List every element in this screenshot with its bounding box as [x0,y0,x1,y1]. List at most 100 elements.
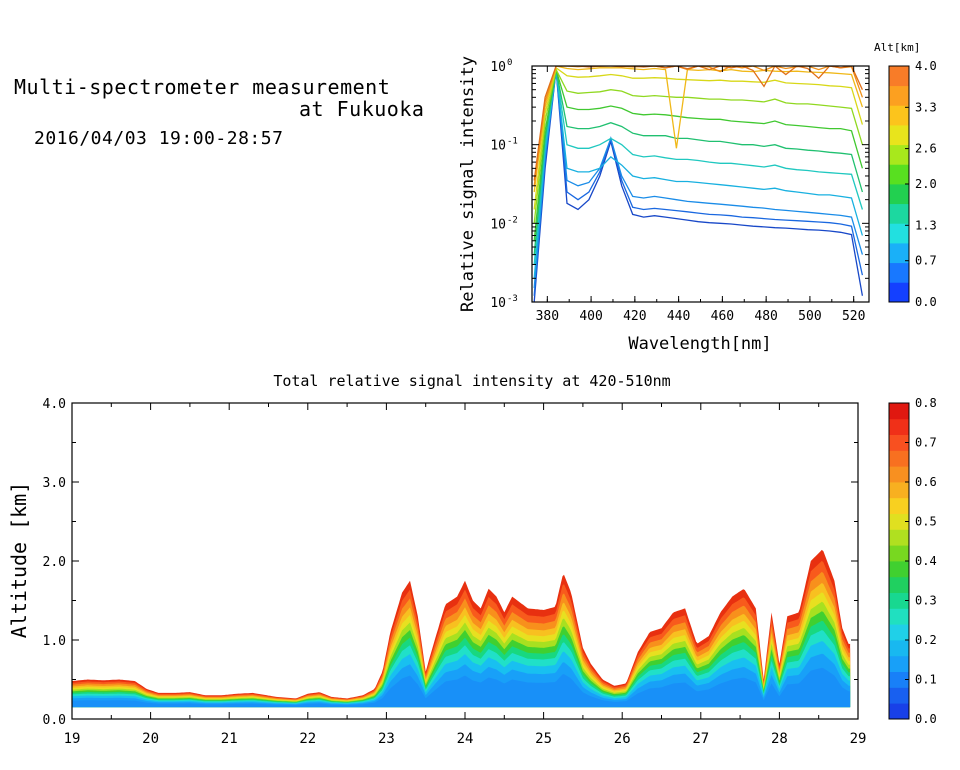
altitude-colorbar-swatch-11 [889,66,909,87]
intensity-colorbar-swatch-12 [889,513,909,530]
intensity-colorbar-swatch-11 [889,529,909,546]
intensity-colorbar-swatch-8 [889,576,909,593]
altitude-colorbar-tick-label: 3.3 [915,100,937,114]
heatmap-y-tick-label: 0.0 [43,713,66,728]
intensity-colorbar-swatch-6 [889,608,909,625]
intensity-colorbar-tick-label: 0.1 [915,673,937,687]
spectrum-y-tick-exponent: -2 [507,215,518,225]
spectrum-y-tick-base: 10 [490,60,506,75]
figure-title: Multi-spectrometer measurement [14,75,391,99]
altitude-colorbar-tick-label: 1.3 [915,218,937,232]
spectrum-line-4 [533,69,864,265]
altitude-colorbar-swatch-2 [889,243,909,264]
altitude-colorbar: 0.0 0.7 1.3 2.0 2.6 3.3 4.0 [888,59,937,309]
altitude-colorbar-swatch-10 [889,85,909,106]
intensity-colorbar-swatch-0 [889,703,909,720]
altitude-colorbar-swatch-8 [889,125,909,146]
altitude-colorbar-swatch-0 [889,282,909,303]
spectrum-line-3 [533,69,864,279]
altitude-colorbar-tick-label: 0.7 [915,254,937,268]
altitude-colorbar-swatch-5 [889,184,909,205]
spectrum-x-tick-label: 480 [754,309,777,324]
altitude-colorbar-label: Alt[km] [874,41,920,54]
spectrum-x-tick-label: 520 [842,309,865,324]
intensity-colorbar-swatch-2 [889,671,909,688]
altitude-colorbar-swatch-4 [889,203,909,224]
intensity-colorbar-swatch-5 [889,624,909,641]
altitude-colorbar-tick-label: 2.6 [915,142,937,156]
heatmap-title: Total relative signal intensity at 420-5… [273,372,670,390]
spectrum-line-9 [533,66,864,193]
intensity-colorbar-swatch-17 [889,434,909,451]
spectrum-y-tick-base: 10 [490,296,506,311]
intensity-colorbar-swatch-14 [889,482,909,499]
spectrum-y-tick-base: 10 [490,217,506,232]
intensity-colorbar-swatch-18 [889,418,909,435]
heatmap-y-axis-label: Altitude [km] [7,482,31,639]
heatmap-x-tick-label: 24 [457,731,474,747]
intensity-colorbar-tick-label: 0.5 [915,515,937,529]
intensity-heatmap: Total relative signal intensity at 420-5… [7,372,937,747]
heatmap-x-tick-label: 29 [850,731,867,747]
heatmap-y-tick-label: 1.0 [43,634,66,649]
intensity-colorbar-swatch-7 [889,592,909,609]
altitude-colorbar-swatch-7 [889,144,909,165]
intensity-colorbar-tick-label: 0.8 [915,396,937,410]
spectrum-x-axis-label: Wavelength[nm] [628,334,771,354]
intensity-colorbar-swatch-19 [889,403,909,420]
spectrum-line-5 [533,69,864,255]
spectrum-x-tick-label: 380 [536,309,559,324]
intensity-colorbar-tick-label: 0.7 [915,436,937,450]
intensity-colorbar-swatch-4 [889,640,909,657]
intensity-colorbar-swatch-10 [889,545,909,562]
heatmap-contour-band-11 [72,667,851,708]
intensity-colorbar-tick-label: 0.3 [915,594,937,608]
spectrum-y-tick-exponent: -3 [507,294,518,304]
spectrum-line-2 [533,69,864,289]
altitude-colorbar-swatch-6 [889,164,909,185]
spectrum-line-7 [533,67,864,224]
spectrum-line-1 [533,69,864,296]
date-range: 2016/04/03 19:00-28:57 [34,128,284,149]
altitude-colorbar-swatch-3 [889,223,909,244]
spectrum-y-tick-exponent: -1 [507,137,518,147]
heatmap-x-tick-label: 19 [64,731,81,747]
spectrum-x-tick-label: 420 [623,309,646,324]
intensity-colorbar-swatch-13 [889,497,909,514]
heatmap-y-tick-label: 4.0 [43,397,66,412]
heatmap-x-tick-label: 21 [221,731,238,747]
heatmap-y-tick-label: 2.0 [43,555,66,570]
spectrum-y-tick-exponent: 0 [507,58,512,68]
figure-location: at Fukuoka [299,97,425,121]
intensity-colorbar-swatch-1 [889,687,909,704]
altitude-colorbar-swatch-1 [889,262,909,283]
intensity-colorbar-swatch-3 [889,655,909,672]
spectrum-x-tick-label: 400 [579,309,602,324]
altitude-colorbar-tick-label: 0.0 [915,295,937,309]
spectrum-line-8 [533,66,864,210]
spectrum-y-tick-base: 10 [490,139,506,154]
spectrum-x-tick-label: 460 [711,309,734,324]
intensity-colorbar-swatch-15 [889,466,909,483]
spectrum-x-tick-label: 440 [667,309,690,324]
spectrum-y-axis-label: Relative signal intensity [458,56,478,312]
spectrum-line-0 [533,69,864,302]
heatmap-x-tick-label: 22 [299,731,316,747]
intensity-colorbar-swatch-9 [889,561,909,578]
heatmap-x-tick-label: 23 [378,731,395,747]
intensity-colorbar-tick-label: 0.4 [915,554,937,568]
intensity-colorbar-swatch-16 [889,450,909,467]
spectrum-line-6 [533,69,864,241]
altitude-colorbar-tick-label: 4.0 [915,59,937,73]
heatmap-x-tick-label: 28 [771,731,788,747]
heatmap-y-tick-label: 3.0 [43,476,66,491]
altitude-colorbar-tick-label: 2.0 [915,177,937,191]
heatmap-x-tick-label: 26 [614,731,631,747]
intensity-colorbar-tick-label: 0.0 [915,712,937,726]
intensity-colorbar-tick-label: 0.6 [915,475,937,489]
intensity-colorbar: 0.0 0.1 0.2 0.3 0.4 0.5 0.6 0.7 0.8 [888,396,937,726]
heatmap-x-tick-label: 20 [142,731,159,747]
spectrum-x-tick-label: 500 [798,309,821,324]
